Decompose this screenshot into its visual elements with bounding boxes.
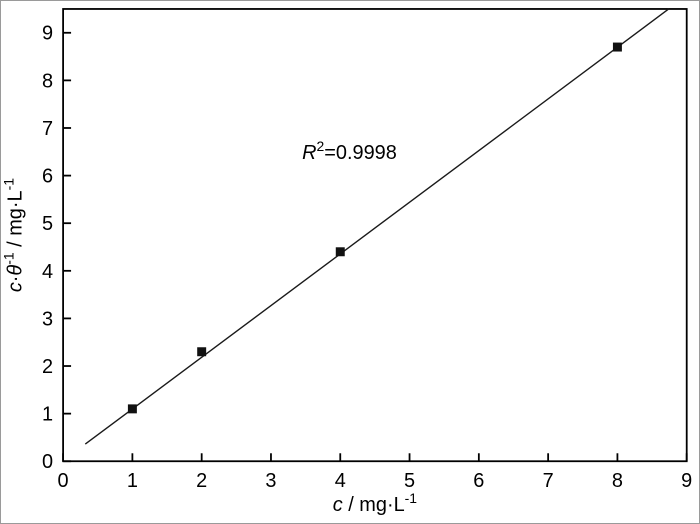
y-tick-label: 3 xyxy=(42,308,53,330)
x-tick-label: 2 xyxy=(196,470,207,492)
y-axis-label: c·θ-1 / mg·L-1 xyxy=(1,178,26,292)
y-tick-label: 6 xyxy=(42,166,53,188)
data-point xyxy=(197,347,207,357)
x-tick-label: 1 xyxy=(127,470,138,492)
y-tick-label: 0 xyxy=(42,451,53,473)
y-tick-label: 4 xyxy=(42,261,53,283)
y-tick-label: 7 xyxy=(42,118,53,140)
x-tick-label: 6 xyxy=(473,470,484,492)
y-tick-label: 2 xyxy=(42,356,53,378)
x-tick-label: 9 xyxy=(681,470,692,492)
x-tick-label: 5 xyxy=(404,470,415,492)
x-tick-label: 7 xyxy=(543,470,554,492)
x-axis-label: c / mg·L-1 xyxy=(333,490,418,516)
axis-box xyxy=(62,8,688,463)
y-tick-label: 1 xyxy=(42,404,53,426)
x-tick-label: 3 xyxy=(265,470,276,492)
fit-line xyxy=(84,8,670,445)
y-tick-label: 8 xyxy=(42,70,53,92)
y-tick-label: 9 xyxy=(42,23,53,45)
data-point xyxy=(612,42,622,52)
data-point xyxy=(127,404,137,414)
r-squared-annotation: R2=0.9998 xyxy=(302,138,397,164)
data-point xyxy=(335,247,345,257)
x-tick-label: 0 xyxy=(58,470,69,492)
x-tick-label: 8 xyxy=(612,470,623,492)
x-tick-label: 4 xyxy=(335,470,346,492)
y-tick-label: 5 xyxy=(42,213,53,235)
